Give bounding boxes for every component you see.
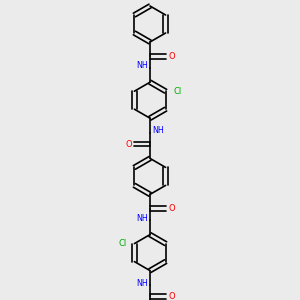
Text: NH: NH <box>136 61 148 70</box>
Text: O: O <box>168 52 175 61</box>
Text: NH: NH <box>136 279 148 288</box>
Text: Cl: Cl <box>173 87 182 96</box>
Text: O: O <box>125 140 132 148</box>
Text: O: O <box>168 292 175 300</box>
Text: NH: NH <box>152 126 164 135</box>
Text: O: O <box>168 204 175 213</box>
Text: Cl: Cl <box>118 239 127 248</box>
Text: NH: NH <box>136 214 148 223</box>
